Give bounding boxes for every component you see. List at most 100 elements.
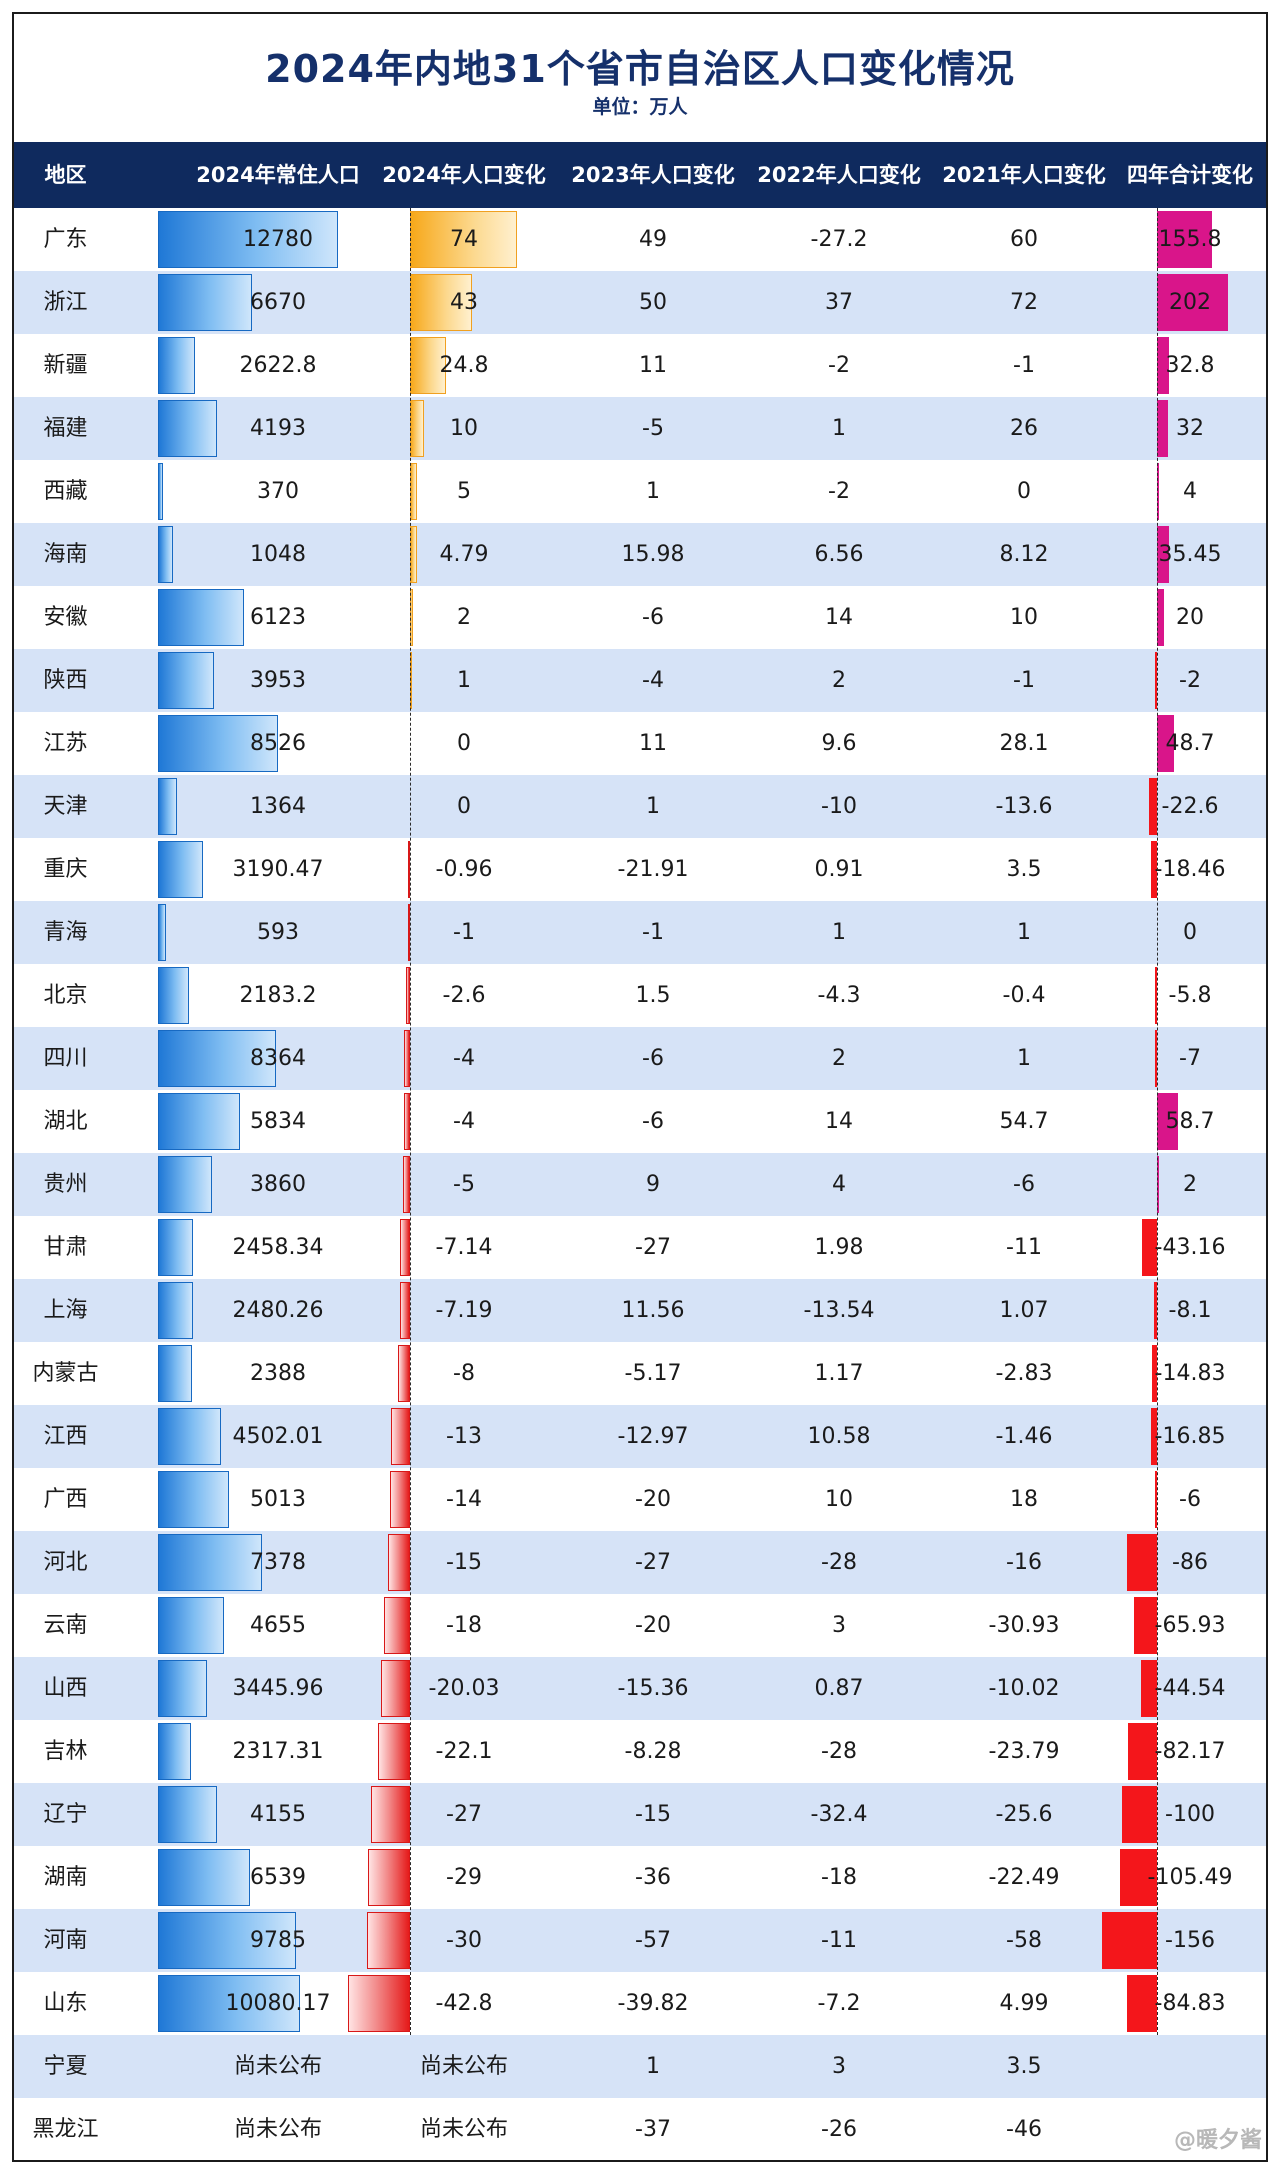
change-2022-cell: -28 <box>821 1739 857 1764</box>
change-2023-cell: -6 <box>642 1109 664 1134</box>
change-2022-cell: -26 <box>821 2117 857 2142</box>
total-change-cell: -86 <box>1172 1550 1208 1575</box>
pop-2024-cell: 5013 <box>250 1487 306 1512</box>
change-2022-cell: 2 <box>832 1046 846 1071</box>
change-2021-cell: 8.12 <box>999 542 1049 567</box>
region-cell: 北京 <box>43 983 88 1008</box>
total-change-bar <box>1121 1786 1157 1843</box>
change-2024-bar <box>348 1975 410 2032</box>
change-2022-cell: 0.91 <box>814 857 864 882</box>
change-2024-cell: -42.8 <box>435 1991 493 2016</box>
total-change-bar <box>1157 337 1169 394</box>
change-2024-bar <box>391 1408 410 1465</box>
change-2024-cell: -29 <box>446 1865 482 1890</box>
total-change-bar <box>1154 1030 1157 1087</box>
header-total-change: 四年合计变化 <box>1127 163 1253 187</box>
change-2024-bar <box>408 904 410 961</box>
pop-2024-cell: 4502.01 <box>232 1424 324 1449</box>
total-change-cell: 155.8 <box>1158 227 1222 252</box>
change-2023-cell: -27 <box>635 1550 671 1575</box>
pop-2024-cell: 2458.34 <box>232 1235 324 1260</box>
change-2023-cell: -1 <box>642 920 664 945</box>
pop-bar <box>158 652 214 709</box>
region-cell: 辽宁 <box>43 1802 88 1827</box>
pop-2024-cell: 3953 <box>250 668 306 693</box>
change-2024-cell: 尚未公布 <box>419 2117 508 2142</box>
region-cell: 天津 <box>43 794 88 819</box>
total-change-bar <box>1149 778 1157 835</box>
table-row: 浙江 6670 43 50 37 72 202 <box>14 271 1266 334</box>
region-cell: 甘肃 <box>43 1235 88 1260</box>
change-2022-cell: 37 <box>825 290 853 315</box>
change-2023-cell: -5 <box>642 416 664 441</box>
change-2022-cell: -10 <box>821 794 857 819</box>
change-2021-cell: 3.5 <box>1006 2054 1042 2079</box>
change-2024-bar <box>402 1156 410 1213</box>
change-2024-bar <box>381 1660 410 1717</box>
change-2021-cell: 10 <box>1010 605 1038 630</box>
table-row: 山东 10080.17 -42.8 -39.82 -7.2 4.99 -84.83 <box>14 1972 1266 2035</box>
total-change-cell <box>1114 2035 1266 2098</box>
change-2024-cell: 1 <box>457 668 471 693</box>
total-change-bar <box>1141 1219 1157 1276</box>
pop-2024-cell: 593 <box>257 920 299 945</box>
total-change-bar <box>1133 1597 1157 1654</box>
table-row: 河南 9785 -30 -57 -11 -58 -156 <box>14 1909 1266 1972</box>
change-2023-cell: -15.36 <box>617 1676 689 1701</box>
change-2022-cell: 14 <box>825 1109 853 1134</box>
pop-bar <box>158 589 245 646</box>
pop-2024-cell: 370 <box>257 479 299 504</box>
change-2022-cell: 10 <box>825 1487 853 1512</box>
change-2023-cell: -4 <box>642 668 664 693</box>
change-2023-cell: -27 <box>635 1235 671 1260</box>
change-2024-cell: -4 <box>453 1109 475 1134</box>
table-row: 西藏 370 5 1 -2 0 4 <box>14 460 1266 523</box>
change-2022-cell: 4 <box>832 1172 846 1197</box>
total-change-bar <box>1157 589 1165 646</box>
change-2023-cell: -6 <box>642 605 664 630</box>
pop-2024-cell: 3860 <box>250 1172 306 1197</box>
table-row: 上海 2480.26 -7.19 11.56 -13.54 1.07 -8.1 <box>14 1279 1266 1342</box>
change-2023-cell: 1 <box>646 794 660 819</box>
change-2021-cell: -0.4 <box>1002 983 1046 1008</box>
change-2024-bar <box>383 1597 410 1654</box>
change-2024-cell: 4.79 <box>439 542 489 567</box>
pop-bar <box>158 1093 241 1150</box>
change-2023-cell: -6 <box>642 1046 664 1071</box>
change-2024-bar <box>368 1849 410 1906</box>
total-change-bar <box>1154 1471 1157 1528</box>
change-2024-cell: -22.1 <box>435 1739 493 1764</box>
change-2024-cell: -20.03 <box>428 1676 500 1701</box>
total-change-cell: 32 <box>1176 416 1204 441</box>
change-2021-cell: 18 <box>1010 1487 1038 1512</box>
change-2022-cell: -13.54 <box>803 1298 875 1323</box>
table-row: 海南 1048 4.79 15.98 6.56 8.12 35.45 <box>14 523 1266 586</box>
header-change-2022: 2022年人口变化 <box>757 163 921 187</box>
pop-bar <box>158 1597 224 1654</box>
change-2024-bar <box>399 1282 410 1339</box>
pop-bar <box>158 967 189 1024</box>
change-2022-cell: -11 <box>821 1928 857 1953</box>
region-cell: 浙江 <box>43 290 88 315</box>
change-2023-cell: -21.91 <box>617 857 689 882</box>
change-2021-cell: -58 <box>1006 1928 1042 1953</box>
change-2021-cell: -1.46 <box>995 1424 1053 1449</box>
change-2023-cell: 1 <box>646 2054 660 2079</box>
change-2023-cell: -57 <box>635 1928 671 1953</box>
change-2024-cell: 尚未公布 <box>419 2054 508 2079</box>
total-change-cell: 2 <box>1183 1172 1197 1197</box>
table-header: 地区 2024年常住人口 2024年人口变化 2023年人口变化 2022年人口… <box>14 142 1266 208</box>
table-row: 福建 4193 10 -5 1 26 32 <box>14 397 1266 460</box>
change-2024-cell: -13 <box>446 1424 482 1449</box>
pop-2024-cell: 2480.26 <box>232 1298 324 1323</box>
total-change-bar <box>1157 211 1212 268</box>
pop-bar <box>158 211 338 268</box>
change-2022-cell: 3 <box>832 2054 846 2079</box>
change-2021-cell: -30.93 <box>988 1613 1060 1638</box>
pop-bar <box>158 1156 213 1213</box>
total-change-bar <box>1157 463 1159 520</box>
region-cell: 重庆 <box>43 857 88 882</box>
total-change-bar <box>1154 1282 1157 1339</box>
pop-bar <box>158 1912 296 1969</box>
total-change-bar <box>1157 274 1228 331</box>
